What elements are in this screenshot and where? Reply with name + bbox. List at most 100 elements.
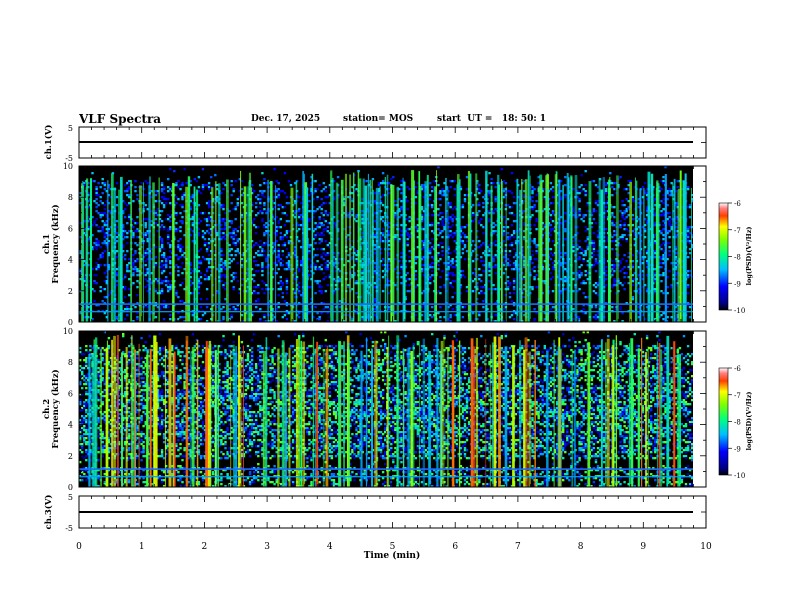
spectro-cell — [275, 188, 278, 191]
spectro-cell — [437, 208, 440, 211]
spectro-cell — [619, 308, 622, 311]
spectro-cell — [160, 210, 164, 213]
spectro-cell — [441, 194, 444, 197]
spectro-cell — [502, 264, 506, 267]
sferic-burst — [240, 170, 242, 322]
spectro-cell — [379, 260, 383, 263]
spectro-cell — [146, 218, 149, 221]
spectro-cell — [191, 194, 194, 197]
spectro-cell — [308, 246, 311, 249]
sferic-burst — [434, 186, 437, 322]
spectro-cell — [351, 266, 354, 269]
spectro-cell — [437, 246, 440, 249]
spectro-cell — [205, 278, 209, 281]
spectro-cell — [494, 200, 497, 203]
spectro-cell — [447, 248, 450, 251]
spectro-cell — [506, 190, 510, 193]
spectro-cell — [332, 216, 336, 219]
spectro-cell — [437, 290, 440, 293]
spectro-cell — [324, 240, 327, 243]
spectro-cell — [447, 272, 450, 275]
spectro-cell — [179, 256, 182, 259]
spectro-cell — [207, 242, 211, 245]
spectro-cell — [79, 192, 82, 195]
spectro-cell — [631, 296, 634, 299]
spectro-cell — [416, 182, 420, 185]
spectro-cell — [160, 288, 164, 291]
spectro-cell — [201, 236, 205, 239]
spectro-cell — [447, 306, 450, 309]
spectro-cell — [488, 210, 491, 213]
spectro-cell — [285, 236, 289, 239]
spectro-cell — [230, 234, 233, 237]
spectro-cell — [347, 260, 350, 263]
sferic-burst — [497, 184, 500, 322]
spectro-cell — [422, 240, 426, 243]
spectro-cell — [451, 218, 454, 221]
spectro-cell — [107, 202, 111, 205]
spectro-cell — [533, 320, 536, 322]
spectro-cell — [494, 320, 497, 322]
spectro-cell — [572, 272, 575, 275]
spectro-cell — [549, 252, 553, 255]
spectro-cell — [643, 218, 647, 221]
spectro-cell — [533, 204, 536, 207]
spectro-cell — [253, 190, 256, 193]
spectro-cell — [175, 294, 178, 297]
spectro-cell — [551, 240, 555, 243]
spectro-cell — [373, 220, 377, 223]
spectro-cell — [361, 262, 364, 265]
spectro-cell — [259, 210, 262, 213]
spectro-cell — [240, 260, 244, 263]
spectro-cell — [199, 306, 203, 309]
spectro-cell — [355, 292, 358, 295]
spectro-cell — [240, 272, 244, 275]
spectro-cell — [122, 286, 125, 289]
spectro-cell — [394, 234, 397, 237]
spectro-cell — [512, 262, 516, 265]
spectro-cell — [541, 210, 544, 213]
spectro-cell — [351, 256, 354, 259]
spectro-cell — [105, 282, 108, 285]
spectro-cell — [115, 196, 119, 199]
spectro-cell — [224, 218, 227, 221]
spectro-cell — [322, 278, 325, 281]
spectro-cell — [576, 192, 579, 195]
spectro-cell — [238, 196, 241, 199]
spectro-cell — [236, 230, 239, 233]
spectro-cell — [353, 274, 356, 277]
spectro-cell — [584, 296, 587, 299]
spectro-cell — [101, 220, 104, 223]
spectro-cell — [605, 206, 608, 209]
spectro-cell — [128, 196, 131, 199]
spectro-cell — [482, 206, 485, 209]
spectro-cell — [154, 316, 158, 319]
spectro-cell — [255, 232, 258, 235]
spectro-cell — [654, 224, 657, 227]
spectro-cell — [332, 222, 336, 225]
spectro-cell — [451, 180, 454, 183]
spectro-cell — [273, 168, 276, 171]
spectro-cell — [338, 300, 342, 303]
spectro-cell — [420, 186, 424, 189]
spectro-cell — [420, 320, 424, 322]
spectro-cell — [420, 268, 424, 271]
spectro-cell — [564, 230, 567, 233]
start-time-label: start UT = 18: 50: 1 — [437, 114, 547, 124]
spectro-cell — [449, 234, 452, 237]
spectro-cell — [277, 248, 280, 251]
spectro-cell — [136, 258, 139, 261]
spectro-cell — [531, 208, 534, 211]
spectro-cell — [582, 220, 585, 223]
spectro-cell — [228, 258, 231, 261]
spectro-cell — [197, 250, 201, 253]
spectro-cell — [275, 180, 278, 183]
spectro-cell — [654, 288, 657, 291]
spectro-cell — [637, 306, 641, 309]
spectro-cell — [406, 278, 409, 281]
spectro-cell — [586, 272, 589, 275]
spectro-cell — [236, 280, 239, 283]
sferic-burst — [516, 178, 519, 322]
spectro-cell — [388, 244, 391, 247]
spectro-cell — [99, 214, 102, 217]
